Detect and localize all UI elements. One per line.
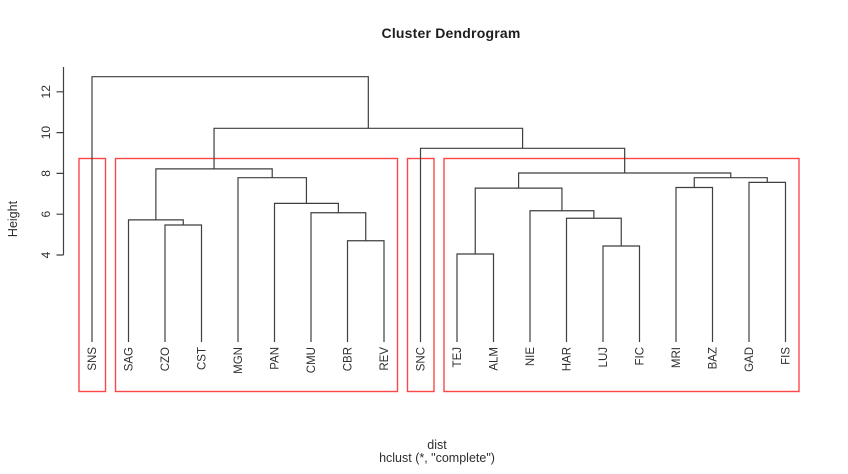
axis-tick-label: 8 (39, 170, 53, 177)
y-axis (56, 67, 65, 256)
leaf-label: HAR (562, 347, 574, 371)
dendrogram-links (91, 76, 787, 342)
leaf-label: NIE (525, 347, 537, 367)
leaf-label: SNC (416, 347, 428, 371)
leaf-label: TEJ (452, 347, 464, 367)
leaf-label: REV (379, 347, 391, 371)
axis-tick-label: 6 (39, 211, 53, 218)
axis-tick-label: 12 (39, 85, 53, 99)
leaf-label: GAD (744, 347, 756, 372)
leaf-label: CBR (343, 347, 355, 371)
leaf-label: MRI (671, 347, 683, 368)
leaf-label: SAG (124, 347, 136, 371)
cluster-box (114, 157, 399, 393)
leaf-label: CMU (306, 347, 318, 373)
leaf-label: MGN (233, 347, 245, 374)
leaf-label: LUJ (598, 347, 610, 367)
leaf-label: CST (197, 347, 209, 370)
plot-subtitle: hclust (*, "complete") (379, 451, 495, 465)
leaf-label: PAN (270, 347, 282, 370)
chart-title: Cluster Dendrogram (381, 25, 521, 41)
leaf-label: FIS (781, 347, 793, 365)
leaf-label: BAZ (708, 347, 720, 369)
x-axis-label: dist (427, 438, 447, 452)
leaf-label: CZO (160, 347, 172, 371)
leaf-label: FIC (635, 347, 647, 366)
cluster-box (443, 157, 800, 393)
leaf-label: ALM (489, 347, 501, 371)
axis-tick-label: 4 (39, 251, 53, 258)
leaf-label: SNS (87, 347, 99, 371)
y-axis-label: Height (6, 200, 20, 238)
axis-tick-label: 10 (39, 126, 53, 140)
